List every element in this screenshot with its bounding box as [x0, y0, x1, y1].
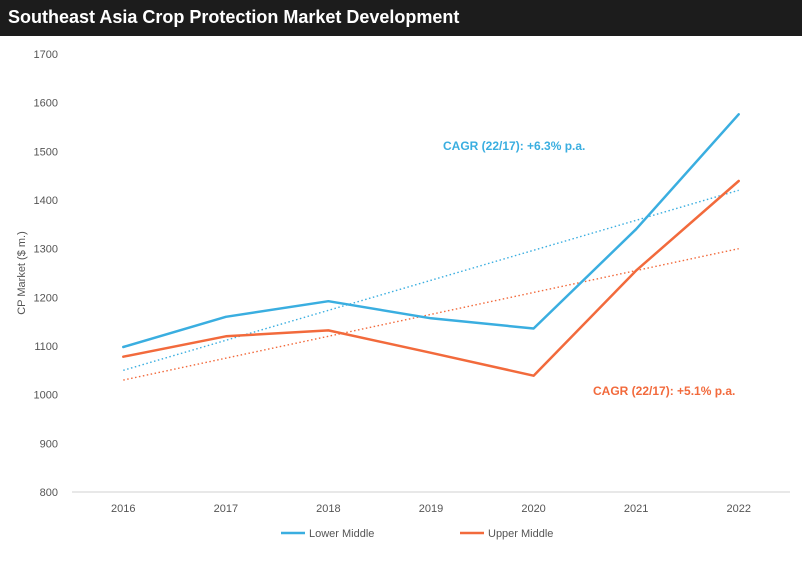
legend: Lower Middle Upper Middle: [281, 528, 553, 540]
series-line-lower-middle: [122, 113, 740, 349]
trendline-upper-middle: [123, 247, 739, 381]
y-tick-label: 1700: [34, 49, 58, 61]
cagr-annotation-lower-middle: CAGR (22/17): +6.3% p.a.: [443, 139, 585, 153]
series-lines: [122, 113, 740, 377]
chart-title: Southeast Asia Crop Protection Market De…: [8, 7, 460, 27]
legend-label-upper-middle: Upper Middle: [488, 528, 553, 540]
y-tick-label: 1600: [34, 98, 58, 110]
y-axis-title: CP Market ($ m.): [16, 231, 28, 315]
x-tick-label: 2021: [624, 503, 648, 515]
x-tick-label: 2022: [726, 503, 750, 515]
y-tick-label: 1400: [34, 195, 58, 207]
title-bar: Southeast Asia Crop Protection Market De…: [0, 0, 802, 36]
y-tick-label: 1000: [34, 390, 58, 402]
x-tick-label: 2017: [214, 503, 238, 515]
y-tick-label: 1100: [34, 341, 58, 353]
legend-label-lower-middle: Lower Middle: [309, 528, 374, 540]
x-axis-ticks: 2016 2017 2018 2019 2020 2021 2022: [111, 503, 751, 515]
y-tick-label: 1200: [34, 292, 58, 304]
trendline-lower-middle: [123, 189, 739, 372]
x-tick-label: 2019: [419, 503, 443, 515]
y-tick-label: 1500: [34, 146, 58, 158]
x-tick-label: 2020: [521, 503, 545, 515]
x-tick-label: 2016: [111, 503, 135, 515]
cagr-annotation-upper-middle: CAGR (22/17): +5.1% p.a.: [593, 384, 735, 398]
x-tick-label: 2018: [316, 503, 340, 515]
y-axis-ticks: 800 900 1000 1100 1200 1300 1400 1500 1600 1700: [34, 49, 58, 499]
y-tick-label: 900: [40, 438, 58, 450]
y-tick-label: 1300: [34, 244, 58, 256]
y-tick-label: 800: [40, 487, 58, 499]
line-chart: 800 900 1000 1100 1200 1300 1400 1500 1600 1700 2…: [16, 49, 790, 540]
series-line-upper-middle: [122, 179, 740, 377]
